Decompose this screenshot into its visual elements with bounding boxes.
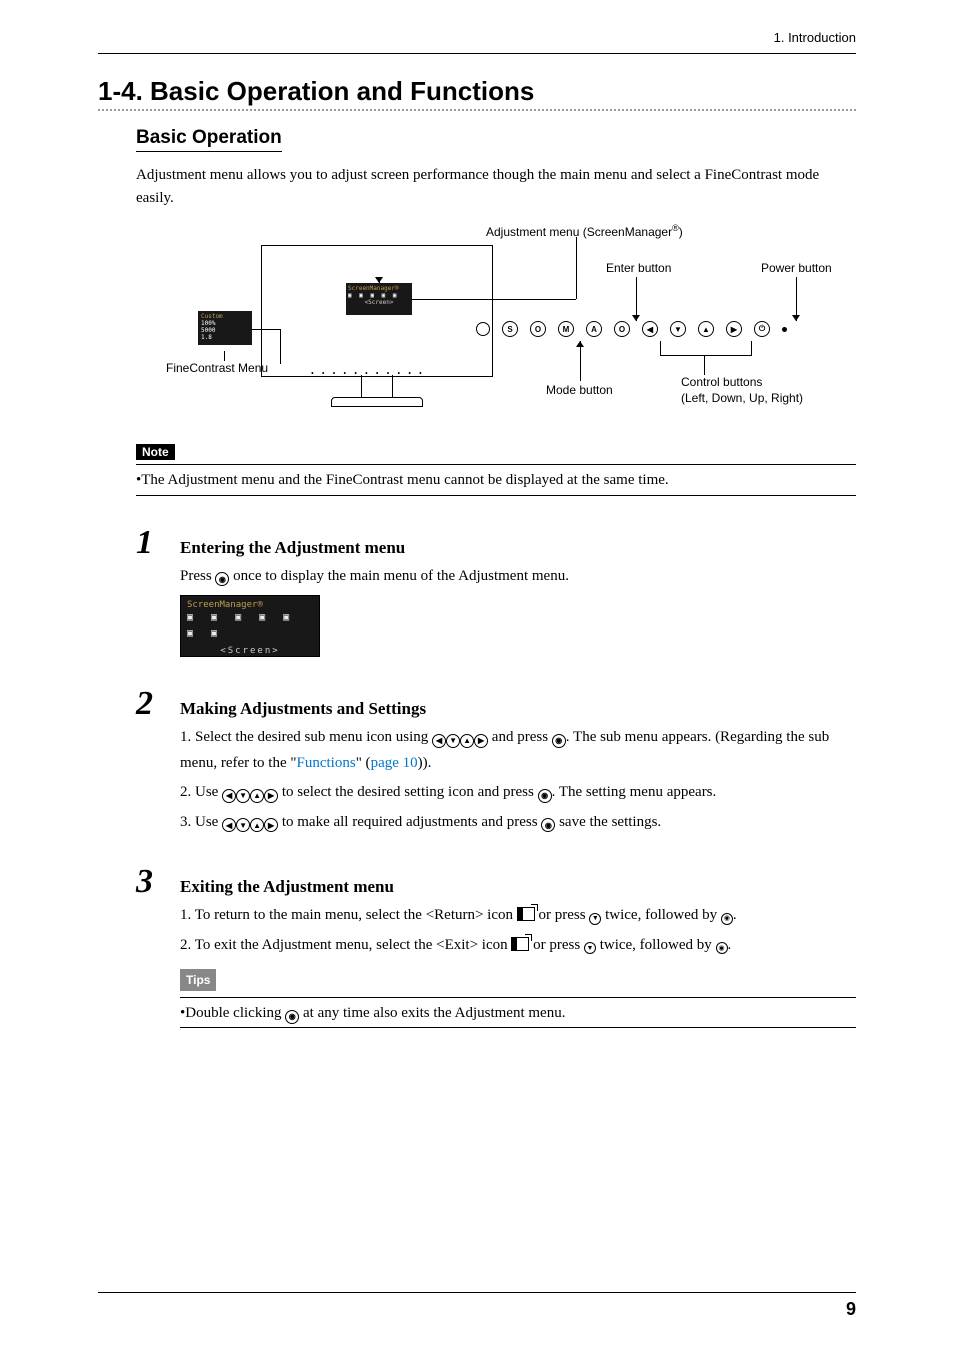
enter-icon: ◉ <box>541 818 555 832</box>
step-2: 2 Making Adjustments and Settings <box>98 687 856 721</box>
left-icon: ◀ <box>432 734 446 748</box>
tips-text: •Double clicking ◉ at any time also exit… <box>180 1002 856 1025</box>
down-icon: ▼ <box>236 789 250 803</box>
step-1: 1 Entering the Adjustment menu <box>98 526 856 560</box>
mode-button-label: Mode button <box>546 383 613 397</box>
step-2-line-1: 1. Select the desired sub menu icon usin… <box>180 725 856 776</box>
tips-badge: Tips <box>180 969 216 991</box>
up-icon: ▲ <box>460 734 474 748</box>
step-3-line-1: 1. To return to the main menu, select th… <box>180 903 856 929</box>
enter-icon: ◉ <box>552 734 566 748</box>
enter-icon: ◉ <box>285 1010 299 1024</box>
up-icon: ▲ <box>250 789 264 803</box>
down-icon: ▼ <box>589 913 601 925</box>
step-3: 3 Exiting the Adjustment menu <box>98 865 856 899</box>
right-icon: ▶ <box>264 789 278 803</box>
step-number: 1 <box>136 526 180 560</box>
note-block: Note •The Adjustment menu and the FineCo… <box>136 443 856 496</box>
intro-paragraph: Adjustment menu allows you to adjust scr… <box>136 164 856 209</box>
page-10-link[interactable]: page 10 <box>371 755 418 771</box>
off-button: O <box>530 321 546 337</box>
finecontrast-label: FineContrast Menu <box>166 361 268 375</box>
diagram: Adjustment menu (ScreenManager®) • • • •… <box>136 223 856 423</box>
right-icon: ▶ <box>474 734 488 748</box>
right-button: ▶ <box>726 321 742 337</box>
step-2-line-3: 3. Use ◀▼▲▶ to make all required adjustm… <box>180 810 856 836</box>
down-icon: ▼ <box>236 818 250 832</box>
step-2-line-2: 2. Use ◀▼▲▶ to select the desired settin… <box>180 780 856 806</box>
down-icon: ▼ <box>584 942 596 954</box>
down-icon: ▼ <box>446 734 460 748</box>
auto-button: A <box>586 321 602 337</box>
chapter-header: 1. Introduction <box>98 30 856 45</box>
note-badge: Note <box>136 444 175 460</box>
signal-button: S <box>502 321 518 337</box>
control-buttons-label: Control buttons(Left, Down, Up, Right) <box>681 375 803 406</box>
page-footer: 9 <box>98 1292 856 1320</box>
step-3-line-2: 2. To exit the Adjustment menu, select t… <box>180 933 856 959</box>
subsection-heading: Basic Operation <box>136 127 282 152</box>
enter-icon: ◉ <box>716 942 728 954</box>
step-number: 3 <box>136 865 180 899</box>
up-button: ▲ <box>698 321 714 337</box>
up-icon: ▲ <box>250 818 264 832</box>
left-icon: ◀ <box>222 789 236 803</box>
step-number: 2 <box>136 687 180 721</box>
mode-button: M <box>558 321 574 337</box>
step-title: Making Adjustments and Settings <box>180 699 426 719</box>
enter-icon: ◉ <box>538 789 552 803</box>
return-icon <box>517 907 535 921</box>
divider <box>98 53 856 54</box>
enter-icon: ◉ <box>215 572 229 586</box>
step-1-body: Press ◉ once to display the main menu of… <box>180 564 856 590</box>
enter-button-label: Enter button <box>606 261 671 275</box>
step-title: Entering the Adjustment menu <box>180 538 405 558</box>
enter-button: O <box>614 321 630 337</box>
adjustment-menu-label: Adjustment menu (ScreenManager®) <box>486 223 683 239</box>
enter-icon: ◉ <box>721 913 733 925</box>
osd-popup: ScreenManager® ▣ ▣ ▣ ▣ ▣ <Screen> <box>346 283 412 315</box>
power-button: ⏻ <box>754 321 770 337</box>
right-icon: ▶ <box>264 818 278 832</box>
indicator-led-icon <box>476 322 490 336</box>
osd-thumbnail: ScreenManager® ▣ ▣ ▣ ▣ ▣▣ ▣ <Screen> <box>180 595 320 657</box>
tips-block: Tips •Double clicking ◉ at any time also… <box>180 968 856 1028</box>
down-button: ▼ <box>670 321 686 337</box>
dotted-divider <box>98 109 856 111</box>
left-icon: ◀ <box>222 818 236 832</box>
finecontrast-popup: Custom 100% 5000 1.8 <box>198 311 252 345</box>
note-text: •The Adjustment menu and the FineContras… <box>136 469 856 492</box>
power-button-label: Power button <box>761 261 832 275</box>
step-title: Exiting the Adjustment menu <box>180 877 394 897</box>
indicator-dot-icon <box>782 327 787 332</box>
left-button: ◀ <box>642 321 658 337</box>
exit-icon <box>511 937 529 951</box>
section-heading: 1-4. Basic Operation and Functions <box>98 76 856 107</box>
button-panel: S O M A O ◀ ▼ ▲ ▶ ⏻ <box>476 321 876 337</box>
page-number: 9 <box>98 1299 856 1320</box>
functions-link[interactable]: Functions <box>297 755 356 771</box>
